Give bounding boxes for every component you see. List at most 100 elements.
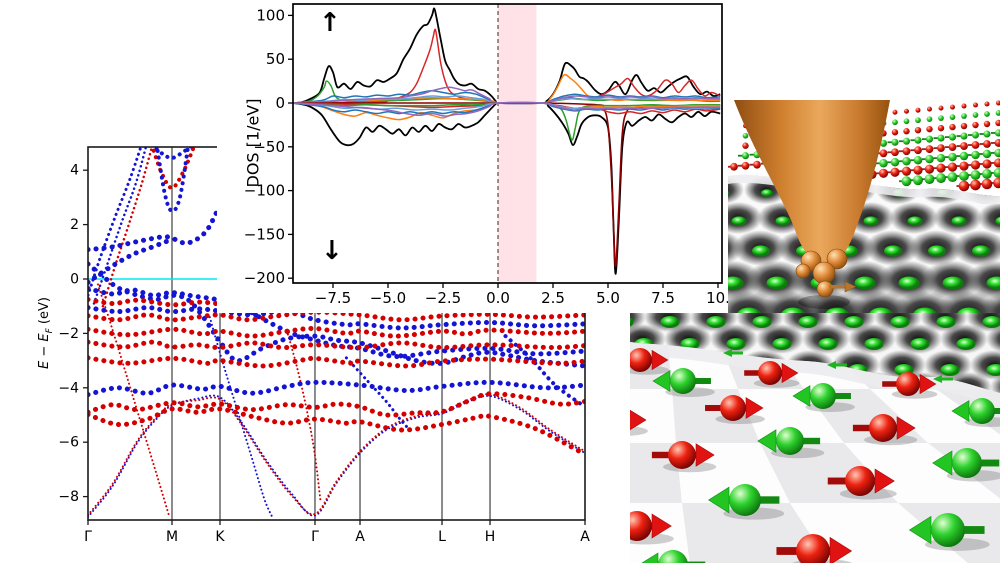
band-ytick-label: −4 — [58, 380, 79, 396]
green-spin-sphere — [729, 484, 761, 516]
lattice-atom — [915, 117, 921, 124]
spin-arrow-head — [829, 536, 853, 563]
lattice-atom — [996, 100, 1000, 106]
surface-green-bump — [942, 276, 964, 290]
lattice-atom — [879, 149, 888, 158]
tiny-spin-arrow — [910, 159, 916, 162]
tip-arrow-shaft — [829, 285, 846, 289]
lattice-atom — [890, 158, 900, 167]
tiny-spin-arrow — [956, 155, 962, 157]
band-curve-valley-blue-M-low — [154, 147, 191, 214]
band-ytick-label: −2 — [58, 326, 79, 342]
spin-arrow-head — [695, 443, 715, 467]
tiny-spin-arrow — [939, 377, 953, 381]
dos-ytick-label: −200 — [244, 269, 285, 287]
dos-ytick-label: 0 — [275, 94, 285, 112]
kpoint-label: K — [215, 529, 225, 545]
tiny-spin-arrow — [945, 176, 950, 178]
dos-xtick-label: −2.5 — [425, 289, 461, 307]
tiny-spin-arrow — [899, 170, 904, 173]
lattice-atom — [995, 119, 1000, 127]
kpoint-label: Γ — [311, 529, 319, 545]
lattice-atom — [913, 165, 923, 175]
band-curve-red-band-1 — [88, 309, 585, 323]
stm-tip-illustration — [728, 100, 1000, 318]
lattice-atom — [741, 161, 750, 170]
lattice-atom — [949, 123, 956, 131]
lattice-atom — [948, 133, 957, 141]
spin-lattice-image — [630, 313, 1000, 563]
green-spin-sphere — [776, 427, 804, 455]
tiny-spin-arrow — [945, 156, 950, 158]
surface-green-bump — [884, 245, 902, 257]
lattice-atom — [983, 120, 991, 128]
lattice-atom — [973, 102, 978, 108]
surface-green-bump — [752, 316, 772, 328]
lattice-atom — [993, 158, 1000, 168]
green-spin-sphere — [952, 448, 982, 478]
lattice-atom — [926, 125, 933, 133]
green-spin-sphere — [969, 398, 995, 424]
band-curve-parabolic-band-blue — [88, 394, 585, 518]
lattice-atom — [970, 179, 981, 191]
surface-green-bump — [986, 276, 1000, 290]
band-gap-shaded-region — [498, 4, 537, 283]
tiny-spin-arrow — [956, 165, 962, 167]
dos-curve-green-down — [293, 101, 721, 141]
tip-arrow-head — [844, 281, 857, 293]
band-curve-steep-blue-down-K — [208, 316, 274, 520]
band-ytick-label: −6 — [58, 435, 79, 451]
lattice-atom — [741, 152, 750, 160]
tiny-spin-arrow — [922, 158, 927, 161]
lattice-atom — [913, 155, 923, 165]
lattice-atom — [982, 149, 992, 159]
band-curve-steep-red-down-gamma2 — [285, 329, 322, 503]
lattice-atom — [730, 162, 738, 171]
spin-arrow-head — [781, 362, 799, 384]
lattice-atom — [936, 153, 946, 163]
lattice-atom — [959, 171, 969, 182]
band-curve-red-band-2 — [88, 325, 585, 339]
surface-green-bump — [864, 338, 884, 350]
lattice-atom — [926, 116, 933, 123]
tiny-spin-arrow — [979, 153, 985, 155]
lattice-atom — [970, 170, 981, 180]
tiny-spin-arrow — [899, 140, 904, 143]
surface-green-bump — [752, 245, 770, 257]
lattice-atom — [924, 174, 935, 185]
tiny-spin-arrow — [991, 132, 996, 134]
tiny-spin-arrow — [968, 154, 973, 156]
tiny-spin-arrow — [945, 146, 950, 148]
spin-arrow-head — [919, 373, 937, 395]
tiny-spin-arrow — [991, 172, 996, 174]
lattice-atom — [947, 162, 958, 172]
dos-panel: 100 50 0 −50 −100 −150 −200 −7.5 −5.0 −2.5 0.0 2.5 5… — [217, 0, 730, 313]
tiny-spin-arrow — [945, 136, 950, 138]
tiny-spin-arrow — [922, 148, 927, 151]
lattice-atom — [913, 175, 923, 186]
lattice-atom — [971, 141, 980, 149]
band-y-axis-label: E − EF (eV) — [37, 297, 55, 369]
lattice-atom — [936, 173, 946, 184]
lattice-atom — [984, 111, 990, 117]
lattice-atom — [948, 143, 957, 151]
band-curve-steep-blue-2 — [92, 147, 148, 305]
lattice-atom — [983, 130, 991, 138]
spin-arrow-head — [651, 513, 672, 539]
lattice-atom — [879, 139, 888, 147]
dos-xtick-label: 0.0 — [486, 289, 510, 307]
surface-green-bump — [890, 316, 910, 328]
kpoint-label: A — [355, 529, 365, 545]
spin-arrow-head — [652, 370, 671, 392]
lattice-atom — [892, 109, 898, 115]
dos-chart: 100 50 0 −50 −100 −150 −200 −7.5 −5.0 −2.5 0.0 2.5 5… — [244, 3, 730, 307]
band-ylabel-units: (eV) — [37, 297, 53, 329]
surface-green-bump — [761, 189, 773, 197]
surface-dark-blob — [630, 313, 646, 332]
dos-y-axis-label: DOS [1/eV] — [243, 98, 263, 188]
tiny-spin-arrow — [910, 149, 916, 152]
tiny-spin-arrow — [968, 174, 973, 176]
spin-arrow-head — [757, 429, 777, 453]
tiny-spin-arrow — [933, 167, 939, 170]
